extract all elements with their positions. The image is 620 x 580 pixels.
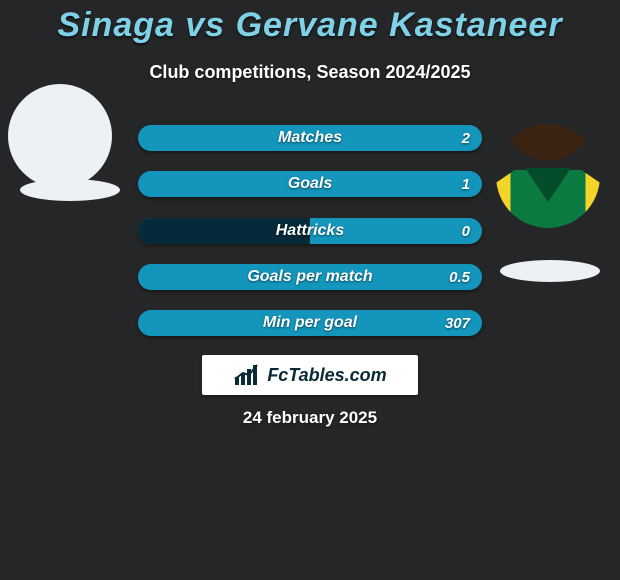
- subtitle: Club competitions, Season 2024/2025: [0, 62, 620, 83]
- stat-value-right: 2: [462, 125, 470, 151]
- stat-label: Min per goal: [138, 310, 482, 336]
- player-left-avatar: [8, 84, 112, 188]
- date-line: 24 february 2025: [0, 408, 620, 428]
- player-right-avatar: [496, 124, 600, 228]
- bars-icon: [233, 363, 261, 387]
- stat-row: Min per goal307: [138, 310, 482, 336]
- stat-value-right: 1: [462, 171, 470, 197]
- stat-row: Hattricks0: [138, 218, 482, 244]
- stat-value-right: 307: [445, 310, 470, 336]
- stat-value-right: 0.5: [449, 264, 470, 290]
- brand-box[interactable]: FcTables.com: [202, 355, 418, 395]
- page-title: Sinaga vs Gervane Kastaneer: [0, 6, 620, 45]
- stat-label: Matches: [138, 125, 482, 151]
- stat-row: Goals per match0.5: [138, 264, 482, 290]
- player-left-shadow: [20, 179, 120, 201]
- stage: Sinaga vs Gervane Kastaneer Club competi…: [0, 0, 620, 580]
- stat-label: Goals: [138, 171, 482, 197]
- jersey-icon: [496, 124, 600, 228]
- stat-value-right: 0: [462, 218, 470, 244]
- stat-row: Goals1: [138, 171, 482, 197]
- brand-text: FcTables.com: [267, 365, 386, 386]
- stat-row: Matches2: [138, 125, 482, 151]
- stat-label: Goals per match: [138, 264, 482, 290]
- stat-label: Hattricks: [138, 218, 482, 244]
- player-right-shadow: [500, 260, 600, 282]
